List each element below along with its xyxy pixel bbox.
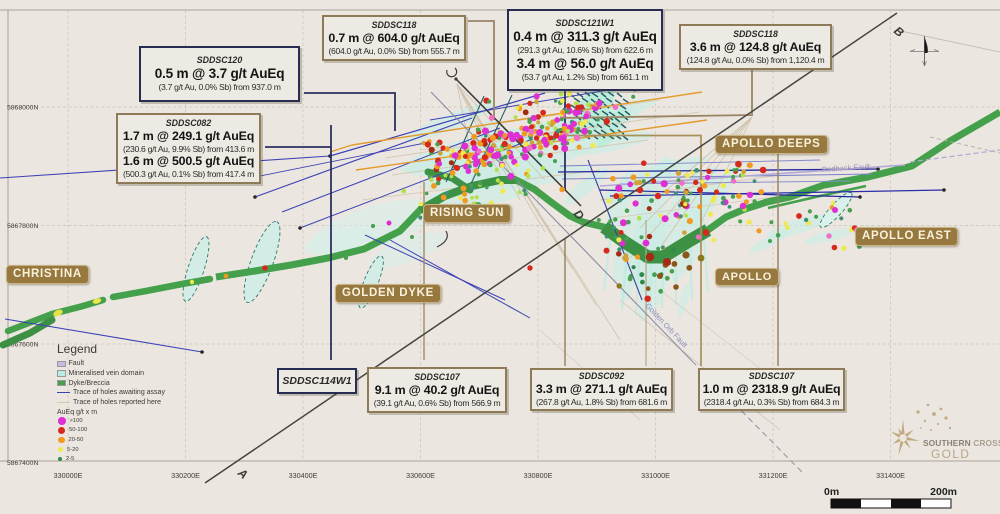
svg-text:5867800N: 5867800N <box>7 223 38 230</box>
svg-text:330600E: 330600E <box>406 471 435 480</box>
svg-text:330200E: 330200E <box>171 471 200 480</box>
svg-text:331000E: 331000E <box>641 471 670 480</box>
svg-text:GOLD: GOLD <box>931 447 970 461</box>
svg-text:5868000N: 5868000N <box>7 105 38 112</box>
svg-text:5867600N: 5867600N <box>7 342 38 349</box>
svg-text:A: A <box>234 465 250 482</box>
svg-text:330800E: 330800E <box>524 471 553 480</box>
svg-text:Redback Fault: Redback Fault <box>822 162 872 174</box>
svg-text:SOUTHERN CROSS: SOUTHERN CROSS <box>923 438 1000 448</box>
svg-text:5867400N: 5867400N <box>7 460 38 467</box>
svg-text:330000E: 330000E <box>54 471 83 480</box>
svg-text:330400E: 330400E <box>289 471 318 480</box>
svg-text:0m: 0m <box>824 486 839 498</box>
svg-text:331200E: 331200E <box>759 471 788 480</box>
svg-text:200m: 200m <box>930 486 957 498</box>
svg-text:331400E: 331400E <box>876 471 905 480</box>
